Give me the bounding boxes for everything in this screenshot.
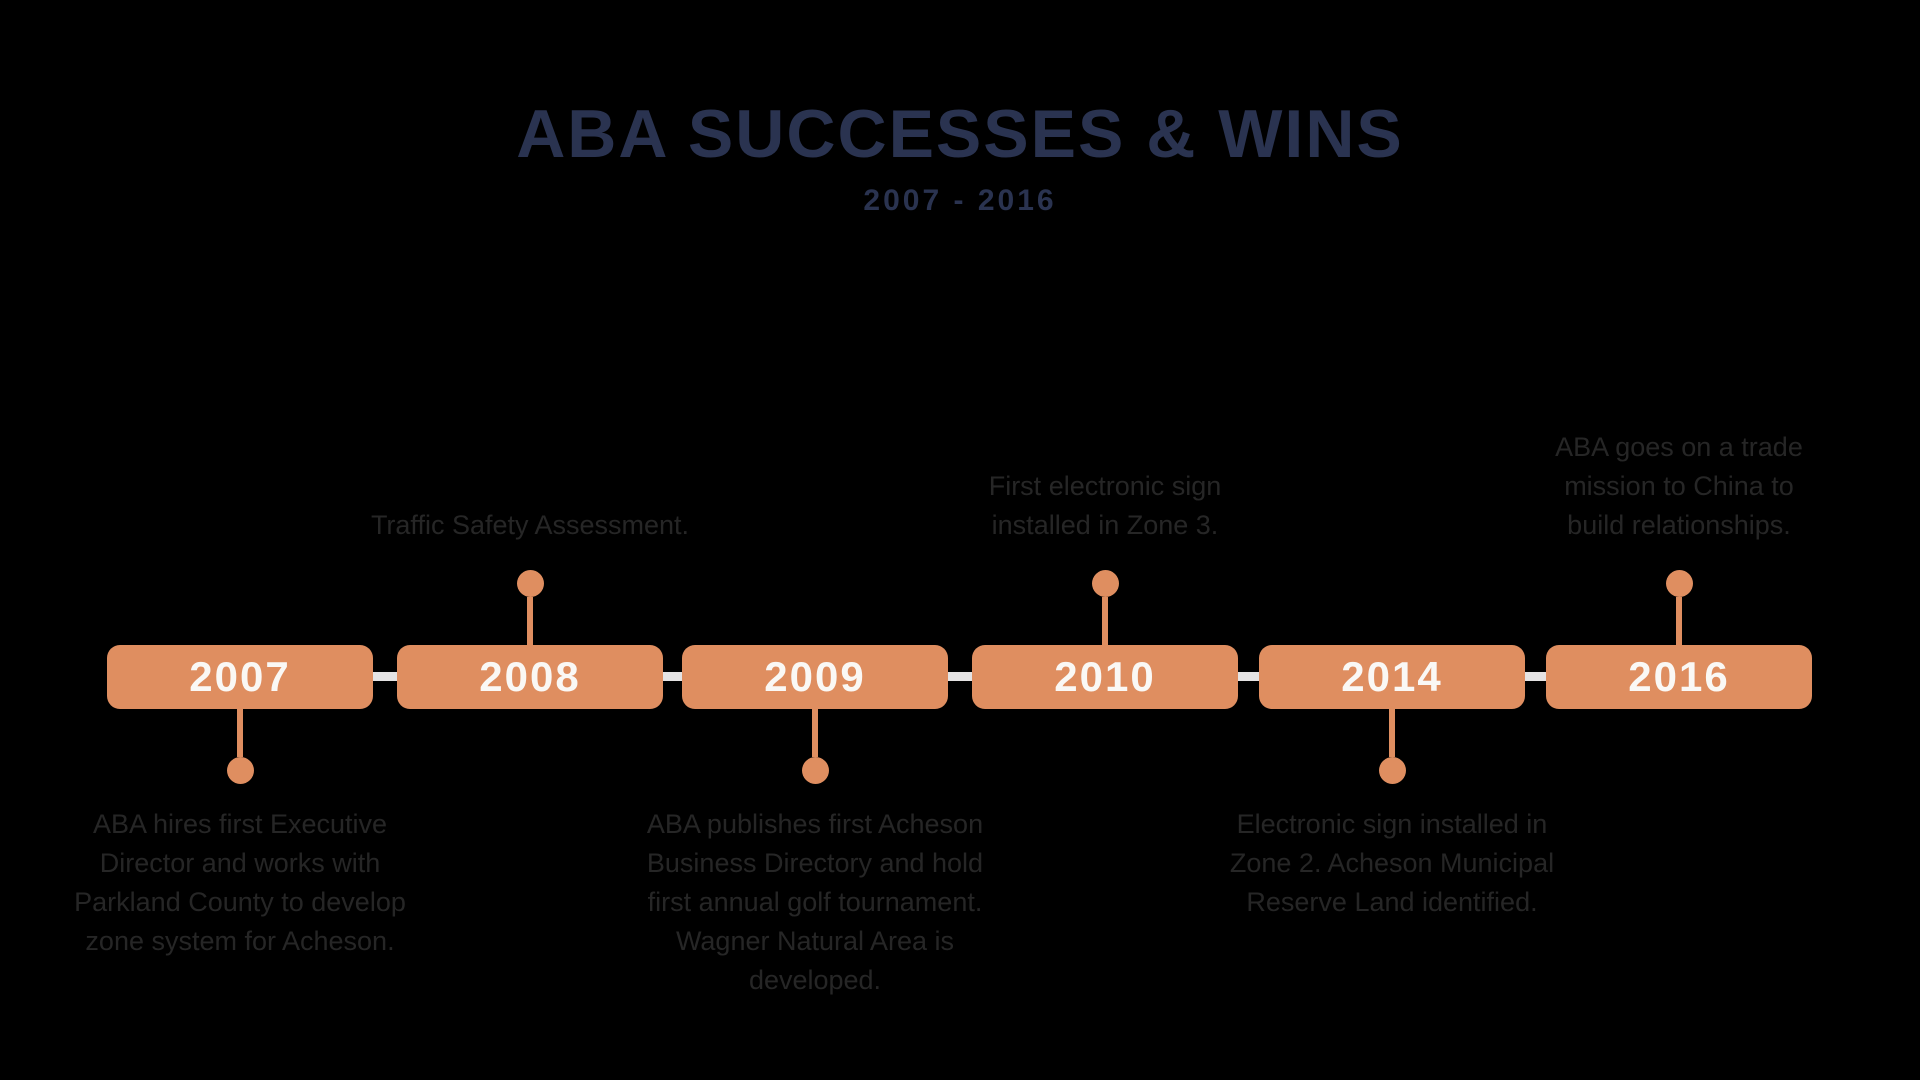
page-subtitle: 2007 - 2016 — [863, 184, 1057, 217]
milestone-2009: 2009 ABA publishes first Acheson Busines… — [647, 645, 983, 995]
year-pill: 2016 — [1546, 645, 1812, 709]
milestone-description: ABA hires first Executive Director and w… — [74, 809, 406, 956]
year-label: 2007 — [189, 653, 291, 700]
milestone-description: Electronic sign installed in Zone 2. Ach… — [1229, 809, 1555, 917]
milestone-description: ABA goes on a trade mission to China to … — [1555, 432, 1803, 540]
year-pill: 2010 — [972, 645, 1238, 709]
year-pill: 2007 — [107, 645, 373, 709]
timeline-dot — [1665, 570, 1693, 597]
year-pill: 2009 — [682, 645, 948, 709]
milestone-description: First electronic sign installed in Zone … — [988, 471, 1222, 540]
year-pill: 2008 — [397, 645, 663, 709]
milestone-2010: 2010 First electronic sign installed in … — [972, 471, 1238, 709]
milestone-description: ABA publishes first Acheson Business Dir… — [646, 809, 984, 995]
milestone-2007: 2007 ABA hires first Executive Director … — [74, 645, 406, 956]
year-label: 2016 — [1628, 653, 1730, 700]
timeline-dot — [516, 570, 544, 597]
milestone-2016: 2016 ABA goes on a trade mission to Chin… — [1546, 432, 1812, 709]
timeline-track-line — [117, 672, 1802, 681]
year-label: 2014 — [1341, 653, 1443, 700]
timeline-dot — [1091, 570, 1119, 597]
year-label: 2008 — [479, 653, 581, 700]
timeline-stem — [237, 709, 243, 757]
timeline-stem — [527, 597, 533, 645]
timeline-stem — [1102, 597, 1108, 645]
milestone-description: Traffic Safety Assessment. — [370, 510, 690, 540]
year-label: 2009 — [764, 653, 866, 700]
milestone-2014: 2014 Electronic sign installed in Zone 2… — [1230, 645, 1554, 917]
timeline: 2007 ABA hires first Executive Director … — [74, 432, 1812, 995]
page-title: ABA SUCCESSES & WINS — [516, 96, 1404, 172]
timeline-stem — [1676, 597, 1682, 645]
timeline-dot — [801, 757, 829, 784]
timeline-stem — [1389, 709, 1395, 757]
milestone-2008: 2008 Traffic Safety Assessment. — [371, 510, 689, 709]
timeline-dot — [1378, 757, 1406, 784]
timeline-dot — [226, 757, 254, 784]
year-label: 2010 — [1054, 653, 1156, 700]
year-pill: 2014 — [1259, 645, 1525, 709]
timeline-stem — [812, 709, 818, 757]
header: ABA SUCCESSES & WINS 2007 - 2016 — [0, 0, 1920, 218]
